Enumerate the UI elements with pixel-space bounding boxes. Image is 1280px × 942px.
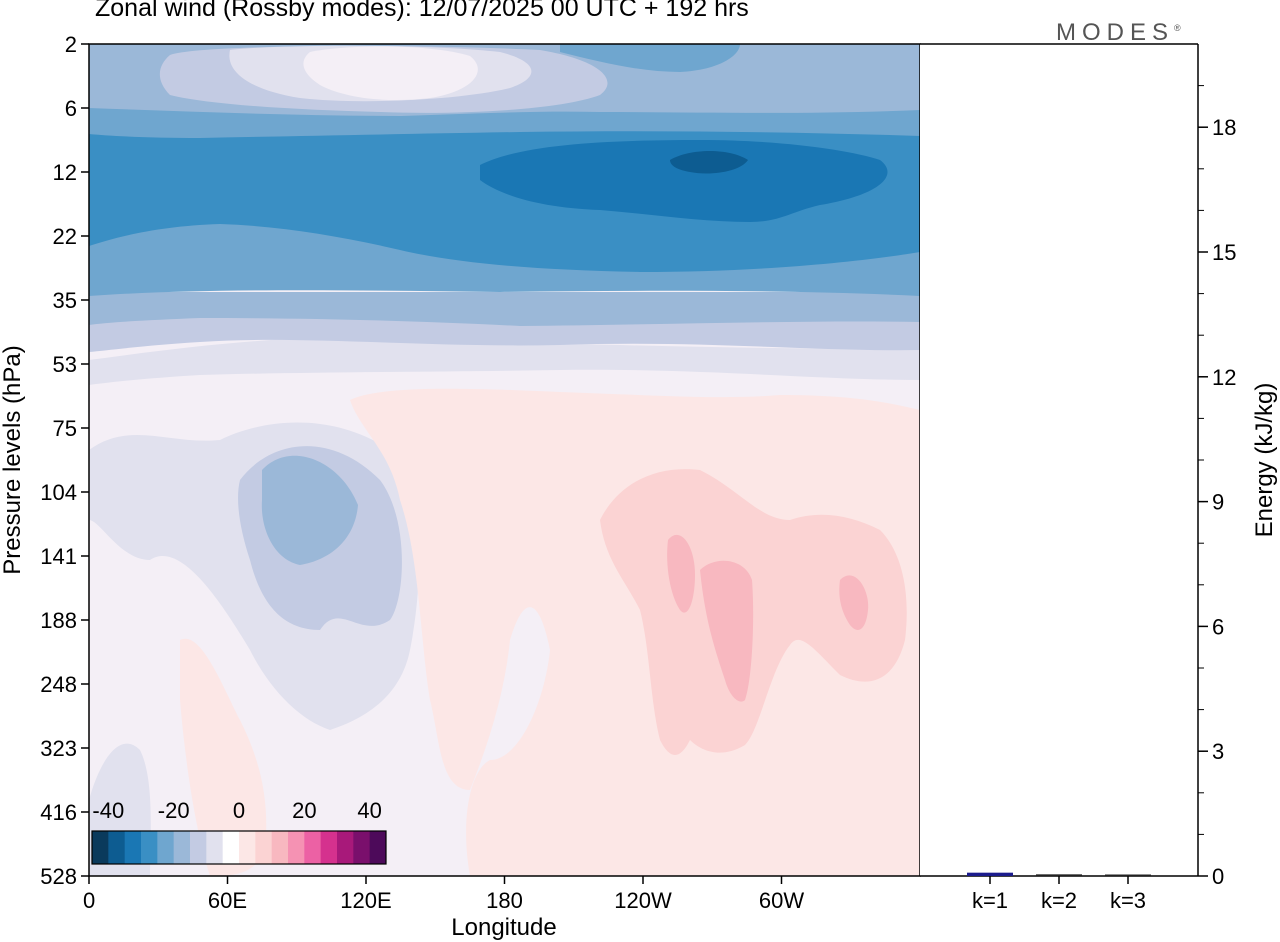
colorbar-swatch [141, 831, 158, 864]
pressure-tick-label: 104 [40, 480, 77, 505]
band-upper-3 [560, 44, 740, 72]
colorbar-swatch [173, 831, 191, 864]
jet-core [670, 151, 748, 174]
energy-tick-label: 15 [1212, 240, 1236, 265]
colorbar-swatch [206, 831, 224, 864]
wavenumber-label: k=1 [972, 888, 1008, 913]
region-weak-westerly [350, 388, 920, 876]
band-22-40 [89, 318, 920, 352]
pressure-tick-label: 75 [53, 416, 77, 441]
pressure-tick-label: 188 [40, 608, 77, 633]
colorbar-swatch [190, 831, 207, 864]
energy-bar [1036, 874, 1082, 876]
colorbar-tick-label: 40 [357, 798, 381, 823]
colorbar-swatch [92, 831, 109, 864]
y-axis-label: Pressure levels (hPa) [0, 345, 26, 574]
colorbar-swatch [337, 831, 354, 864]
colorbar-swatch [320, 831, 338, 864]
longitude-tick-label: 60W [759, 888, 804, 913]
longitude-tick-label: 120W [614, 888, 672, 913]
pressure-axis: 2 6 12 22 35 53 75 104 141 188 248 323 416 528 [40, 32, 89, 889]
pressure-tick-label: 323 [40, 736, 77, 761]
colorbar-tick-label: -40 [92, 798, 124, 823]
band-upper-zero [303, 46, 478, 101]
pressure-tick-label: 528 [40, 864, 77, 889]
region-trough-core [261, 455, 358, 565]
colorbar-swatch [304, 831, 322, 864]
energy-tick-label: 18 [1212, 115, 1236, 140]
pressure-tick-label: 141 [40, 544, 77, 569]
region-westerly-max-2 [700, 560, 754, 702]
energy-panel [920, 44, 1198, 876]
x-axis-label: Longitude [451, 914, 556, 941]
region-westerly-max-1 [667, 534, 695, 613]
band-20-35 [89, 292, 920, 326]
band-upper-2 [89, 108, 920, 138]
energy-tick-label: 0 [1212, 864, 1224, 889]
colorbar-swatch [239, 831, 256, 864]
energy-bars [967, 872, 1151, 876]
wavenumber-label: k=2 [1041, 888, 1077, 913]
longitude-axis: 0 60E 120E 180 120W 60W [83, 876, 804, 913]
pressure-tick-label: 12 [53, 160, 77, 185]
longitude-tick-label: 180 [486, 888, 523, 913]
band-30-53 [89, 336, 920, 385]
longitude-tick-label: 0 [83, 888, 95, 913]
colorbar-swatch [157, 831, 175, 864]
band-jet [480, 140, 888, 222]
wavenumber-label: k=3 [1110, 888, 1146, 913]
colorbar-swatch [353, 831, 371, 864]
energy-bar [1105, 874, 1151, 876]
pressure-tick-label: 35 [53, 288, 77, 313]
energy-tick-label: 3 [1212, 739, 1224, 764]
colorbar-tick-label: 20 [292, 798, 316, 823]
energy-tick-label: 6 [1212, 614, 1224, 639]
energy-axis: 0 3 6 9 12 15 18 [1198, 85, 1236, 889]
modes-logo: MODES® [1056, 19, 1181, 46]
colorbar-tick-label: -20 [158, 798, 190, 823]
colorbar-swatch [124, 831, 142, 864]
energy-axis-label: Energy (kJ/kg) [1251, 383, 1278, 538]
pressure-tick-label: 53 [53, 352, 77, 377]
pressure-tick-label: 416 [40, 800, 77, 825]
longitude-tick-label: 120E [340, 888, 391, 913]
colorbar-swatch [369, 831, 387, 864]
longitude-tick-label: 60E [208, 888, 247, 913]
colorbar-swatch [271, 831, 289, 864]
colorbar-ticks: -40 -20 0 20 40 [92, 798, 381, 823]
colorbar-frame [91, 830, 387, 865]
colorbar-swatch [222, 831, 240, 864]
colorbar-tick-label: 0 [233, 798, 245, 823]
energy-bar [967, 872, 1013, 876]
pressure-tick-label: 22 [53, 224, 77, 249]
heatmap-field [89, 44, 920, 876]
energy-tick-label: 12 [1212, 365, 1236, 390]
colorbar-swatch [288, 831, 305, 864]
wavenumber-axis: k=1 k=2 k=3 [972, 876, 1146, 913]
pressure-tick-label: 2 [65, 32, 77, 57]
colorbar-swatch [108, 831, 126, 864]
colorbar-swatch [255, 831, 273, 864]
chart-title: Zonal wind (Rossby modes): 12/07/2025 00… [95, 0, 749, 22]
region-westerly-max-3 [839, 575, 869, 630]
pressure-tick-label: 6 [65, 96, 77, 121]
energy-tick-label: 9 [1212, 490, 1224, 515]
pressure-tick-label: 248 [40, 672, 77, 697]
region-weak-westerly-lower [180, 638, 267, 876]
colorbar [91, 830, 387, 865]
